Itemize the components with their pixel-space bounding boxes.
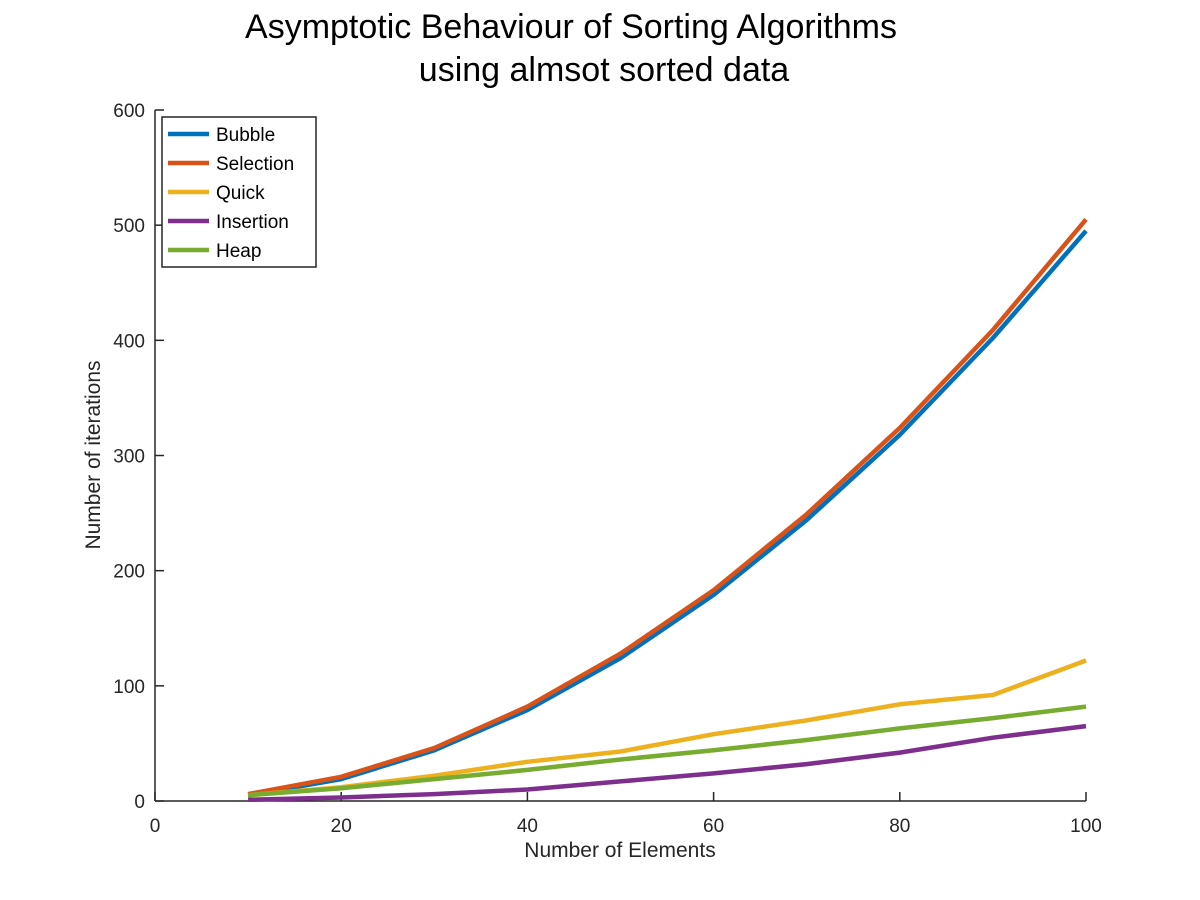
y-tick-label: 200 [113, 562, 145, 583]
y-tick-label: 100 [113, 677, 145, 698]
series-line-selection [247, 217, 1088, 797]
legend-item-heap: Heap [168, 241, 261, 262]
x-tick-label: 40 [517, 816, 538, 837]
legend-label: Quick [216, 183, 265, 204]
x-tick-label: 0 [150, 816, 161, 837]
x-axis-ticks: 0 20 40 60 80 100 [150, 792, 1102, 837]
legend-item-bubble: Bubble [168, 125, 275, 146]
chart-title-line-2: using almsot sorted data [419, 51, 790, 89]
legend-item-quick: Quick [168, 183, 265, 204]
x-tick-label: 60 [703, 816, 724, 837]
x-axis-label: Number of Elements [524, 839, 715, 862]
y-tick-label: 600 [113, 101, 145, 122]
series-lines [247, 217, 1088, 803]
series-line-quick [247, 658, 1087, 798]
legend-item-selection: Selection [168, 154, 294, 175]
legend-label: Selection [216, 154, 294, 175]
y-axis-ticks: 0 100 200 300 400 500 600 [113, 101, 164, 813]
legend: Bubble Selection Quick Insertion Heap [161, 116, 317, 268]
legend-item-insertion: Insertion [168, 212, 289, 233]
y-tick-label: 300 [113, 447, 145, 468]
y-axis-label: Number of iterations [82, 360, 105, 549]
legend-label: Insertion [216, 212, 289, 233]
y-tick-label: 0 [134, 792, 145, 813]
x-tick-label: 80 [889, 816, 910, 837]
series-line-heap [247, 704, 1087, 798]
legend-label: Heap [216, 241, 261, 262]
x-tick-label: 100 [1070, 816, 1102, 837]
legend-label: Bubble [216, 125, 275, 146]
series-line-insertion [248, 723, 1087, 803]
chart-title: Asymptotic Behaviour of Sorting Algorith… [245, 8, 897, 89]
y-tick-label: 400 [113, 331, 145, 352]
y-tick-label: 500 [113, 216, 145, 237]
series-line-bubble [247, 229, 1088, 798]
chart-title-line-1: Asymptotic Behaviour of Sorting Algorith… [245, 8, 897, 46]
x-tick-label: 20 [331, 816, 352, 837]
